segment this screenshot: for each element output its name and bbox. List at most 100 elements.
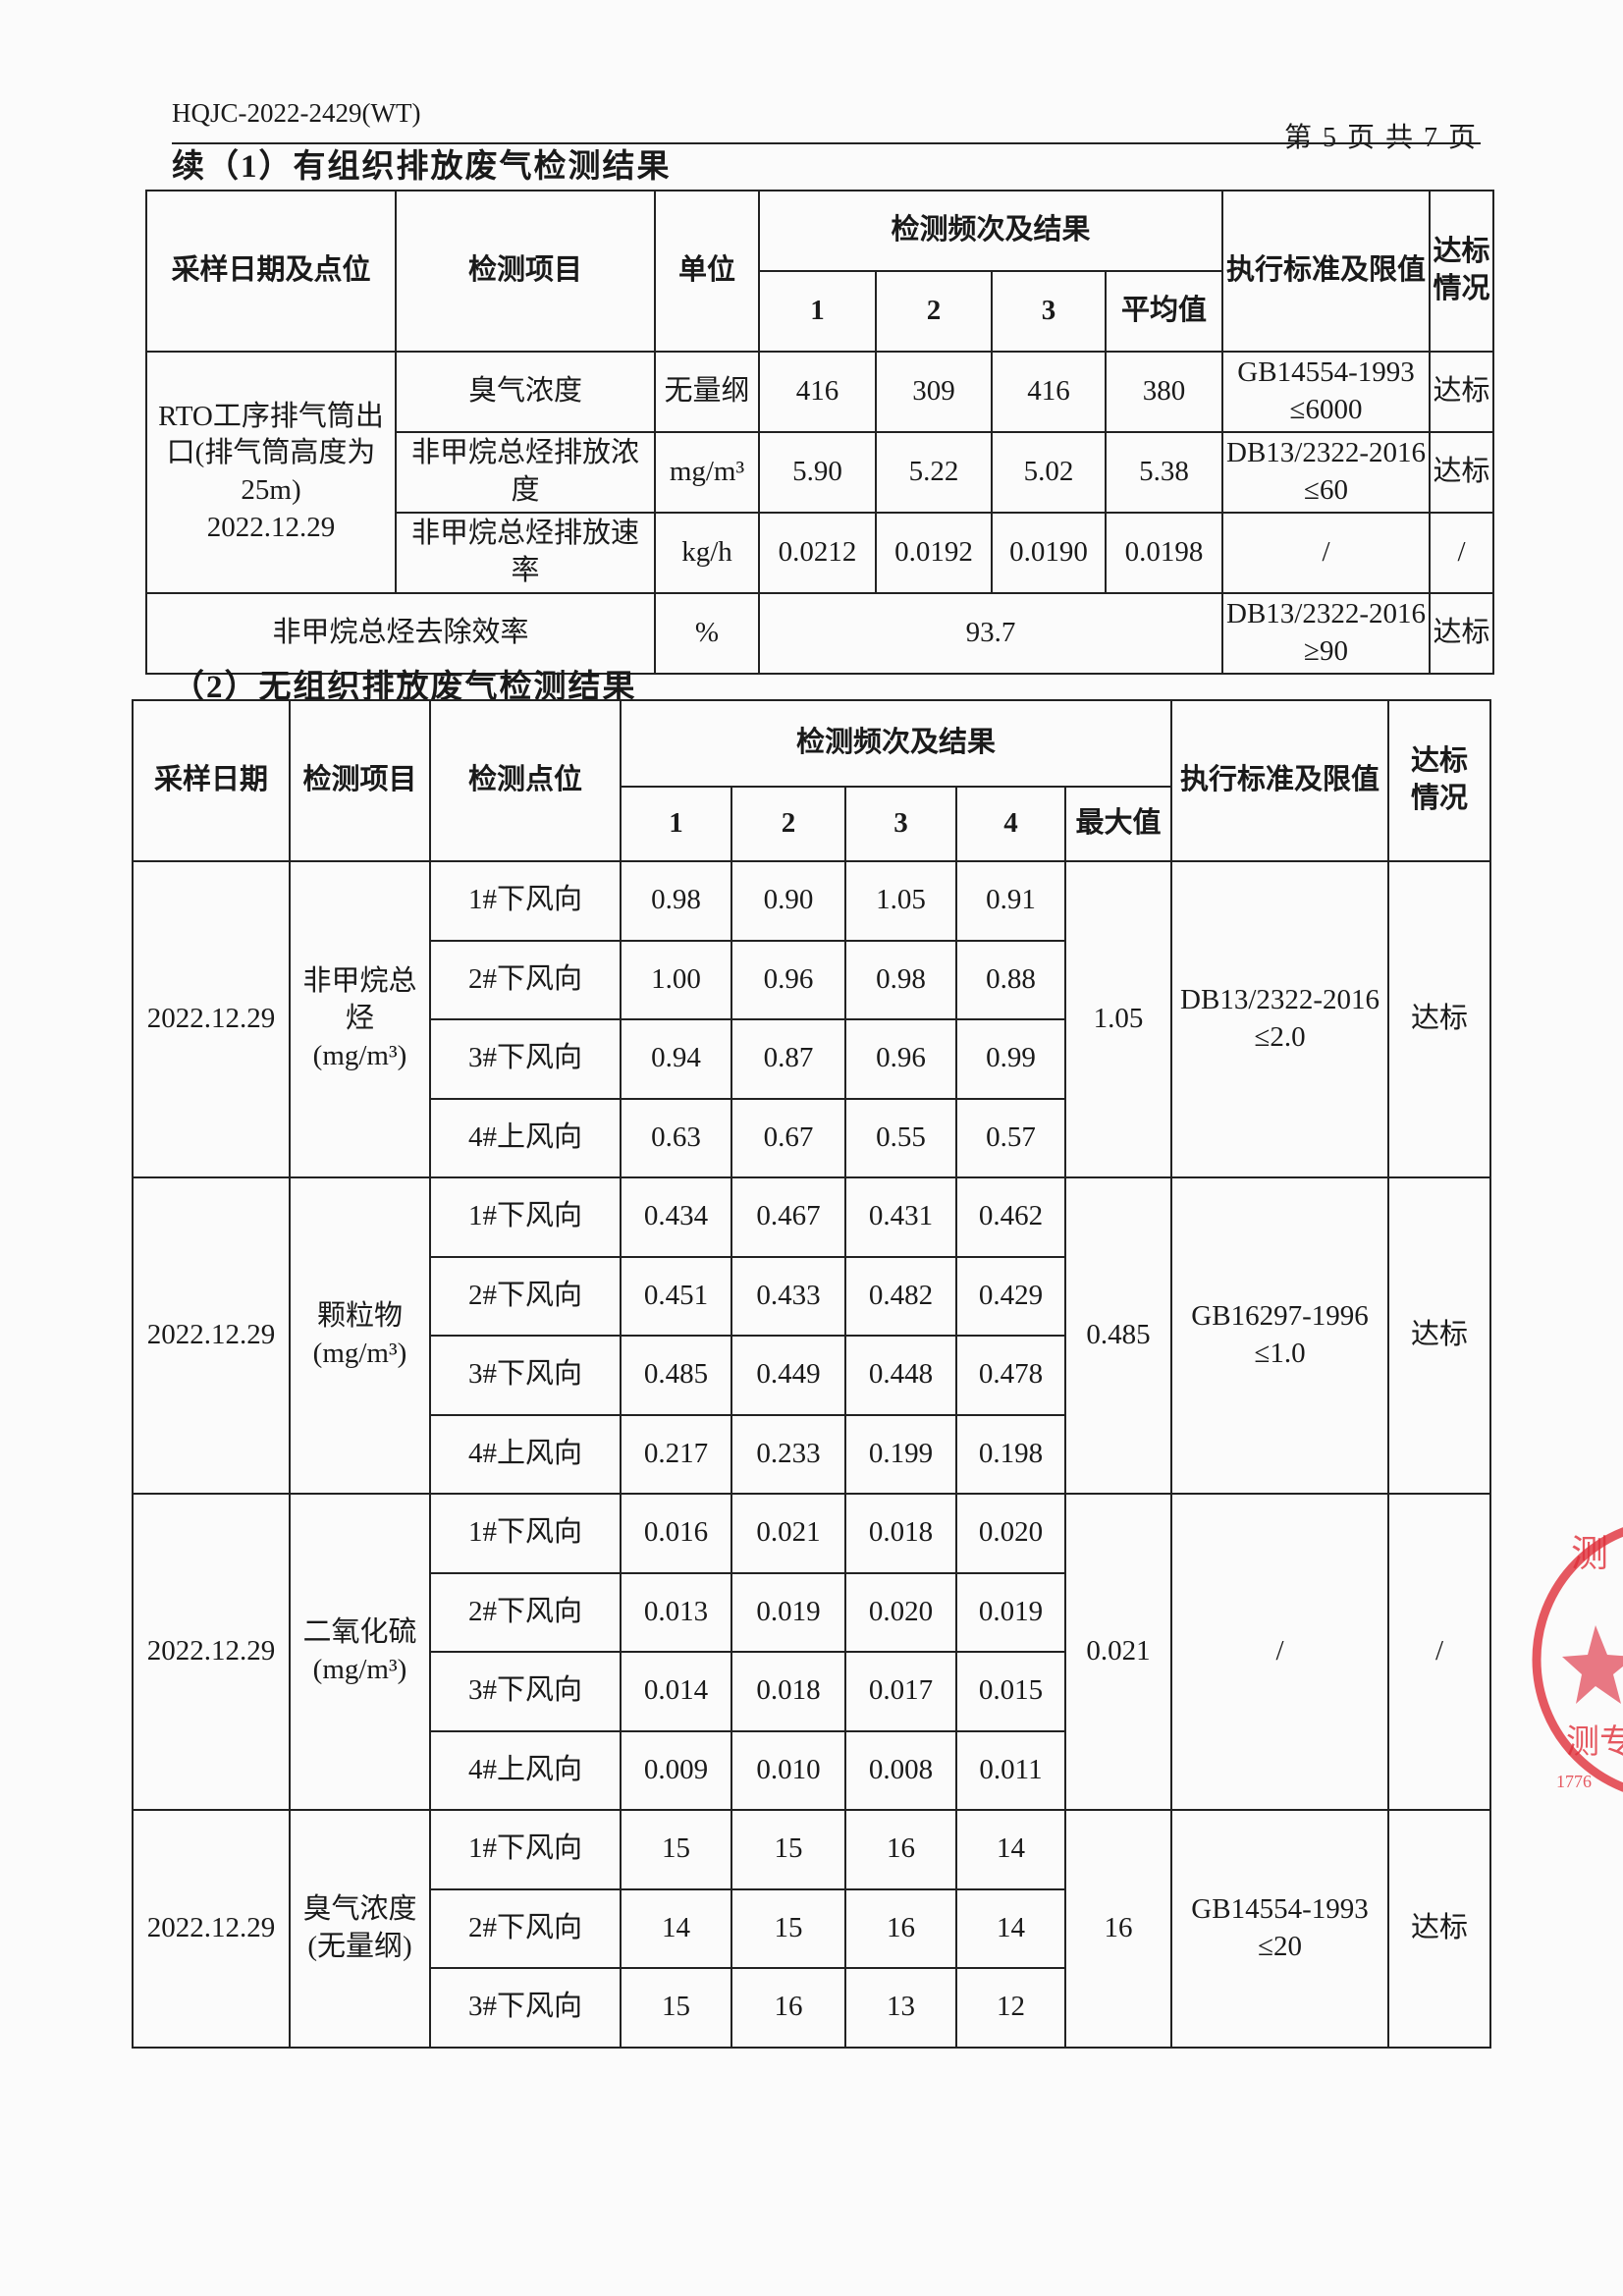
result-run-4: 0.198 <box>955 1413 1066 1495</box>
standard-limit: GB14554-1993 ≤20 <box>1170 1809 1390 2049</box>
efficiency-item: 非甲烷总烃去除效率 <box>145 592 656 675</box>
header-item: 检测项目 <box>395 190 656 353</box>
table-row: 4#上风向 0.009 0.010 0.008 0.011 <box>133 1729 1490 1811</box>
result-run-1: 1.00 <box>620 939 732 1020</box>
result-run-4: 0.57 <box>955 1097 1066 1178</box>
header-location: 采样日期及点位 <box>145 190 397 353</box>
table-row: 2022.12.29 臭气浓度 (无量纲) 1#下风向 15 15 16 14 16 GB145… <box>132 1809 1492 2049</box>
monitoring-point: 1#下风向 <box>429 860 622 942</box>
sampling-location: RTO工序排气筒出口(排气筒高度为25m) 2022.12.29 <box>145 351 397 594</box>
result-run-3: 0.199 <box>844 1413 957 1495</box>
section2-title: （2）无组织排放废气检测结果 <box>172 670 637 705</box>
table-row: 4#上风向 0.217 0.233 0.199 0.198 <box>133 1413 1490 1495</box>
result-run-3: 0.98 <box>844 939 957 1020</box>
result-run-4: 0.015 <box>955 1651 1066 1732</box>
result-run-2: 0.0192 <box>875 512 993 594</box>
monitoring-point: 2#下风向 <box>429 1255 622 1337</box>
result-run-2: 0.467 <box>730 1176 846 1258</box>
result-run-1: 0.98 <box>620 860 732 942</box>
compliance-status: / <box>1429 512 1495 594</box>
result-run-1: 0.63 <box>620 1097 732 1178</box>
max-value: 0.021 <box>1063 1493 1173 1811</box>
result-run-1: 0.0212 <box>758 512 877 594</box>
result-run-1: 0.013 <box>620 1571 732 1653</box>
result-run-4: 0.011 <box>955 1729 1066 1811</box>
result-run-1: 5.90 <box>758 431 877 514</box>
table-row: 3#下风向 0.94 0.87 0.96 0.99 <box>133 1018 1490 1100</box>
result-run-2: 5.22 <box>875 431 993 514</box>
monitoring-point: 1#下风向 <box>429 1176 622 1258</box>
inspection-seal-stamp: 测 测专 1776 <box>1532 1527 1623 1792</box>
header-point: 检测点位 <box>429 699 622 862</box>
result-run-3: 1.05 <box>844 860 957 942</box>
header-max: 最大值 <box>1063 786 1173 862</box>
test-item: 非甲烷总烃排放浓度 <box>395 431 656 514</box>
fugitive-emission-table: 采样日期 检测项目 检测点位 检测频次及结果 执行标准及限值 达标 情况 1 2… <box>132 699 1492 2049</box>
table-row: 非甲烷总烃排放速率 kg/h 0.0212 0.0192 0.0190 0.0198// <box>146 512 1495 594</box>
result-run-2: 0.90 <box>730 860 846 942</box>
test-item: 臭气浓度 (无量纲) <box>289 1809 431 2049</box>
result-run-1: 15 <box>620 1809 732 1890</box>
header-average: 平均值 <box>1104 270 1224 353</box>
result-run-2: 0.67 <box>730 1097 846 1178</box>
standard-limit: DB13/2322-2016 ≤2.0 <box>1170 860 1390 1178</box>
result-run-1: 14 <box>620 1887 732 1969</box>
table-row: 2#下风向 0.451 0.433 0.482 0.429 <box>133 1255 1490 1337</box>
sampling-date: 2022.12.29 <box>132 1809 291 2049</box>
table-row: 2#下风向 14 15 16 14 <box>133 1887 1490 1969</box>
table-row: 2022.12.29 颗粒物 (mg/m³) 1#下风向 0.434 0.467 0.43… <box>132 1176 1492 1495</box>
result-run-1: 0.009 <box>620 1729 732 1811</box>
unit: 无量纲 <box>654 351 760 433</box>
monitoring-point: 4#上风向 <box>429 1413 622 1495</box>
table-row: 2022.12.29 非甲烷总烃 (mg/m³) 1#下风向 0.98 0.90 1.05… <box>132 860 1492 1178</box>
result-run-2: 0.433 <box>730 1255 846 1337</box>
result-run-1: 0.016 <box>620 1493 732 1574</box>
test-item: 非甲烷总烃排放速率 <box>395 512 656 594</box>
header-results: 检测频次及结果 <box>619 699 1173 788</box>
efficiency-compliance: 达标 <box>1429 592 1495 675</box>
monitoring-point: 2#下风向 <box>429 1571 622 1653</box>
result-run-3: 0.431 <box>844 1176 957 1258</box>
result-run-2: 0.96 <box>730 939 846 1020</box>
header-run-3: 3 <box>991 270 1107 353</box>
compliance-status: 达标 <box>1429 431 1495 514</box>
table-row: 3#下风向 0.014 0.018 0.017 0.015 <box>133 1651 1490 1732</box>
efficiency-standard: DB13/2322-2016 ≥90 <box>1221 592 1432 675</box>
standard-limit: DB13/2322-2016 ≤60 <box>1221 431 1432 514</box>
result-run-4: 14 <box>955 1809 1066 1890</box>
table-row: RTO工序排气筒出口(排气筒高度为25m) 2022.12.29 臭气浓度 无量纲 4… <box>145 351 1495 594</box>
svg-text:1776: 1776 <box>1556 1772 1592 1791</box>
header-unit: 单位 <box>654 190 760 353</box>
monitoring-point: 3#下风向 <box>429 1335 622 1416</box>
max-value: 0.485 <box>1063 1176 1173 1495</box>
result-run-3: 0.020 <box>844 1571 957 1653</box>
header-divider <box>172 142 1481 144</box>
header-run-1: 1 <box>620 786 732 862</box>
test-item: 臭气浓度 <box>395 351 656 433</box>
test-item: 非甲烷总烃 (mg/m³) <box>289 860 431 1178</box>
result-run-3: 16 <box>844 1887 957 1969</box>
header-date: 采样日期 <box>132 699 291 862</box>
efficiency-unit: % <box>654 592 760 675</box>
header-compliance: 达标 情况 <box>1429 190 1495 353</box>
result-run-3: 0.482 <box>844 1255 957 1337</box>
monitoring-point: 2#下风向 <box>429 939 622 1020</box>
result-run-1: 0.451 <box>620 1255 732 1337</box>
standard-limit: / <box>1221 512 1432 594</box>
monitoring-point: 1#下风向 <box>429 1809 622 1890</box>
header-run-4: 4 <box>955 786 1066 862</box>
result-run-2: 0.449 <box>730 1335 846 1416</box>
header-run-2: 2 <box>875 270 993 353</box>
result-run-4: 0.91 <box>955 860 1066 942</box>
result-run-3: 0.018 <box>844 1493 957 1574</box>
average-value: 5.38 <box>1104 431 1224 514</box>
result-run-2: 309 <box>875 351 993 433</box>
result-run-4: 0.020 <box>955 1493 1066 1574</box>
table-row: 2#下风向 1.00 0.96 0.98 0.88 <box>133 939 1490 1020</box>
monitoring-point: 4#上风向 <box>429 1097 622 1178</box>
result-run-2: 0.018 <box>730 1651 846 1732</box>
result-run-1: 0.94 <box>620 1018 732 1100</box>
compliance-status: 达标 <box>1429 351 1495 433</box>
result-run-2: 0.019 <box>730 1571 846 1653</box>
result-run-2: 0.87 <box>730 1018 846 1100</box>
